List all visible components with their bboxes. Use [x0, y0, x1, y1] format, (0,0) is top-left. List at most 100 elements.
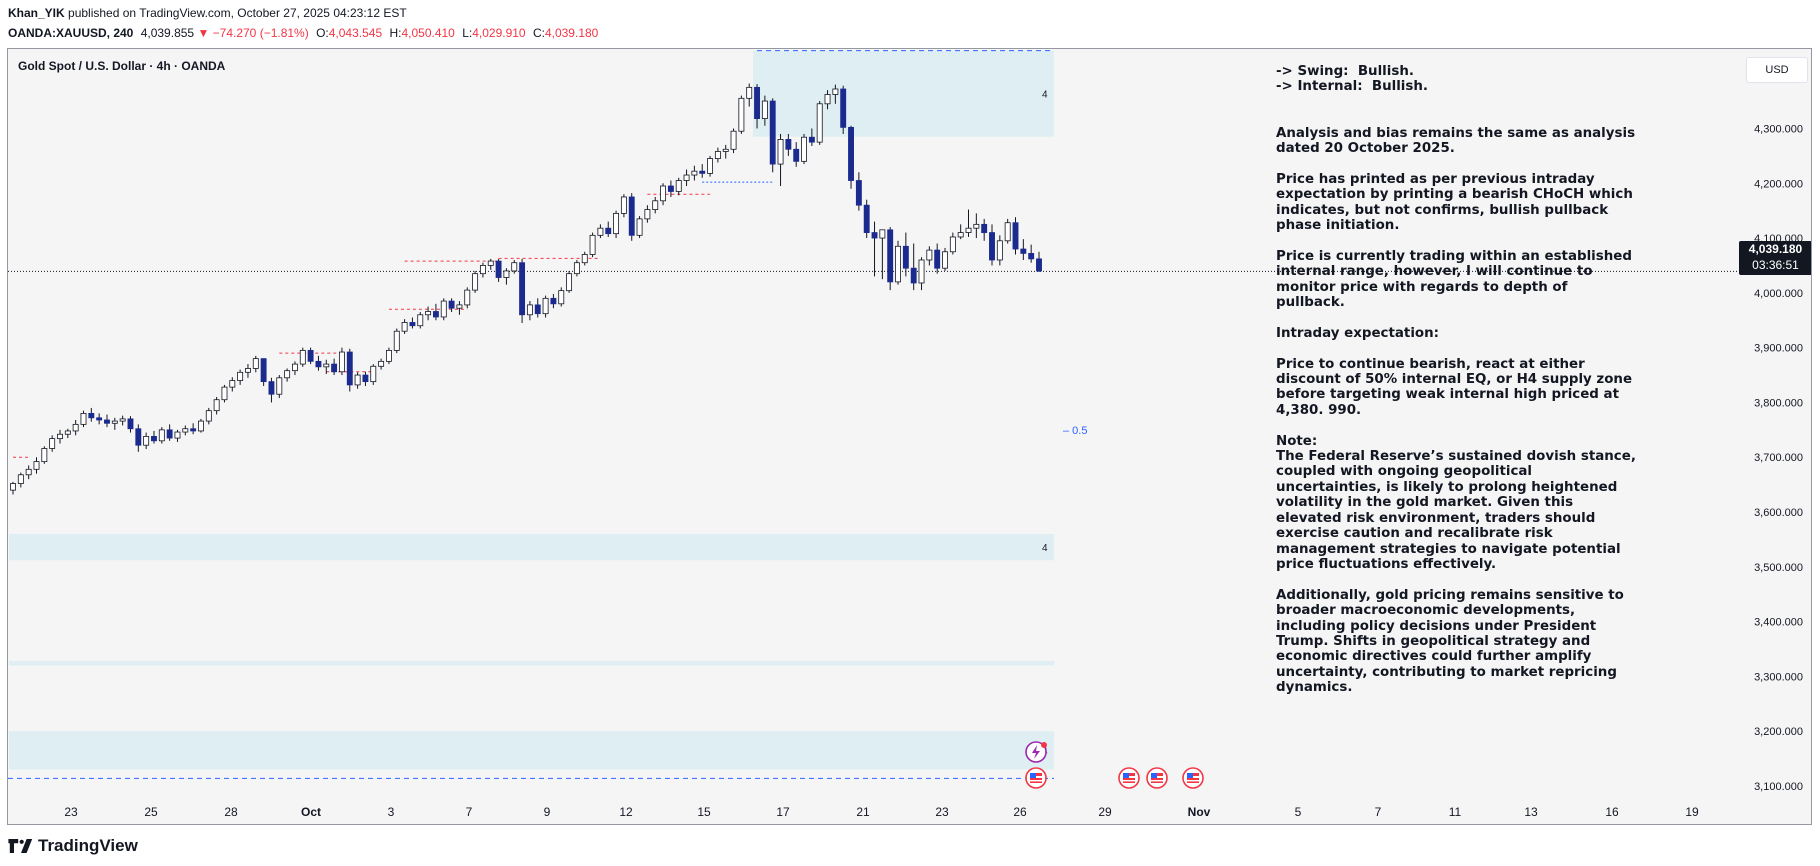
candle — [824, 94, 831, 105]
flag-stripe — [1030, 780, 1042, 782]
candle — [589, 234, 596, 255]
candle — [354, 374, 361, 386]
candle — [526, 304, 533, 316]
candle — [127, 418, 134, 430]
candle — [777, 139, 784, 165]
candle — [362, 374, 369, 383]
internal-bias: -> Internal: Bullish. — [1276, 79, 1428, 95]
analysis-line: dated 20 October 2025. — [1276, 141, 1455, 157]
candle — [848, 126, 854, 181]
candle — [957, 232, 964, 238]
analysis-text-box: -> Swing: Bullish. -> Internal: Bullish. … — [1276, 64, 1636, 711]
chart-canvas[interactable]: 444– 0.54,300.0004,200.0004,100.0004,000… — [8, 49, 1812, 825]
candle — [895, 245, 901, 283]
candle — [722, 148, 729, 152]
candle — [409, 322, 416, 327]
candle — [949, 236, 956, 253]
candle — [675, 180, 682, 192]
candle — [942, 251, 948, 269]
tradingview-logo[interactable]: TradingView — [8, 836, 138, 856]
candle — [910, 267, 917, 284]
candle — [769, 100, 776, 165]
brand-name: TradingView — [38, 836, 138, 855]
candle — [401, 322, 408, 332]
candle — [926, 249, 933, 261]
candle — [597, 227, 604, 236]
candle — [456, 304, 463, 309]
candle — [534, 304, 541, 315]
candle — [245, 368, 251, 373]
candle — [299, 349, 306, 365]
candle — [17, 474, 24, 484]
open-label: O: — [316, 26, 329, 40]
candle — [902, 245, 909, 269]
candle — [973, 223, 980, 229]
h4-demand-zone-3 — [9, 731, 1054, 770]
candle — [182, 428, 189, 433]
candle — [205, 410, 212, 422]
candle — [566, 273, 573, 292]
candle — [887, 229, 894, 283]
candle — [965, 227, 972, 233]
candle — [699, 170, 706, 174]
candle — [550, 297, 557, 305]
analysis-line: The Federal Reserve’s sustained dovish s… — [1276, 449, 1636, 465]
author-name[interactable]: Khan_YIK — [8, 6, 65, 20]
h4-supply-zone — [753, 50, 1054, 137]
candle — [487, 260, 494, 266]
analysis-line: including policy decisions under Preside… — [1276, 618, 1597, 634]
candle — [440, 300, 447, 318]
candle — [10, 483, 16, 491]
y-tick-label: 3,700.000 — [1754, 452, 1803, 464]
candle — [558, 290, 565, 305]
candle — [871, 232, 878, 239]
notification-dot — [1041, 742, 1047, 748]
candle — [370, 365, 377, 383]
fib-level-label: – 0.5 — [1063, 425, 1087, 437]
symbol-code: OANDA:XAUUSD, 240 — [8, 26, 134, 40]
flag-stripe — [1187, 780, 1199, 782]
x-tick-label: 23 — [935, 805, 949, 819]
candle — [605, 227, 612, 235]
chart-pane[interactable]: 444– 0.54,300.0004,200.0004,100.0004,000… — [7, 48, 1812, 825]
analysis-line: economic directives could further amplif… — [1276, 649, 1592, 665]
candle — [761, 100, 768, 119]
y-tick-label: 4,200.000 — [1754, 178, 1803, 190]
candle — [793, 148, 800, 162]
candle — [652, 200, 659, 210]
candle — [996, 240, 1003, 261]
candle — [221, 386, 228, 401]
x-tick-label: 25 — [144, 805, 158, 819]
candle — [25, 468, 32, 476]
analysis-line: discount of 50% internal EQ, or H4 suppl… — [1276, 372, 1633, 388]
analysis-line: expectation by printing a bearish CHoCH … — [1276, 187, 1633, 203]
candle — [714, 151, 721, 159]
x-tick-label: 13 — [1524, 805, 1538, 819]
candle — [628, 196, 635, 236]
tradingview-logo-icon — [8, 839, 33, 853]
candle — [260, 358, 267, 383]
currency-selector[interactable]: USD — [1746, 57, 1808, 83]
analysis-line: pullback. — [1276, 295, 1345, 311]
chart-symbol-title: Gold Spot / U.S. Dollar · 4h · OANDA — [18, 59, 226, 73]
candle — [918, 259, 925, 284]
candle — [863, 204, 870, 233]
candle — [738, 97, 745, 132]
candle — [448, 300, 455, 309]
zone-label: 4 — [1042, 90, 1048, 101]
candle — [1012, 222, 1019, 250]
analysis-line: before targeting weak internal high pric… — [1276, 387, 1619, 403]
candle — [393, 330, 400, 351]
last-price: 4,039.855 — [140, 26, 195, 40]
x-tick-label: 16 — [1605, 805, 1619, 819]
candle — [472, 273, 479, 291]
candle — [33, 461, 40, 470]
candle — [96, 417, 103, 421]
candle — [158, 429, 165, 442]
x-tick-label: 28 — [224, 805, 238, 819]
candle — [989, 232, 995, 261]
analysis-line: Analysis and bias remains the same as an… — [1276, 125, 1636, 141]
h4-demand-zone-1 — [9, 533, 1054, 561]
current-price-value: 4,039.180 — [1748, 242, 1803, 256]
flag-stripe — [1151, 780, 1163, 782]
